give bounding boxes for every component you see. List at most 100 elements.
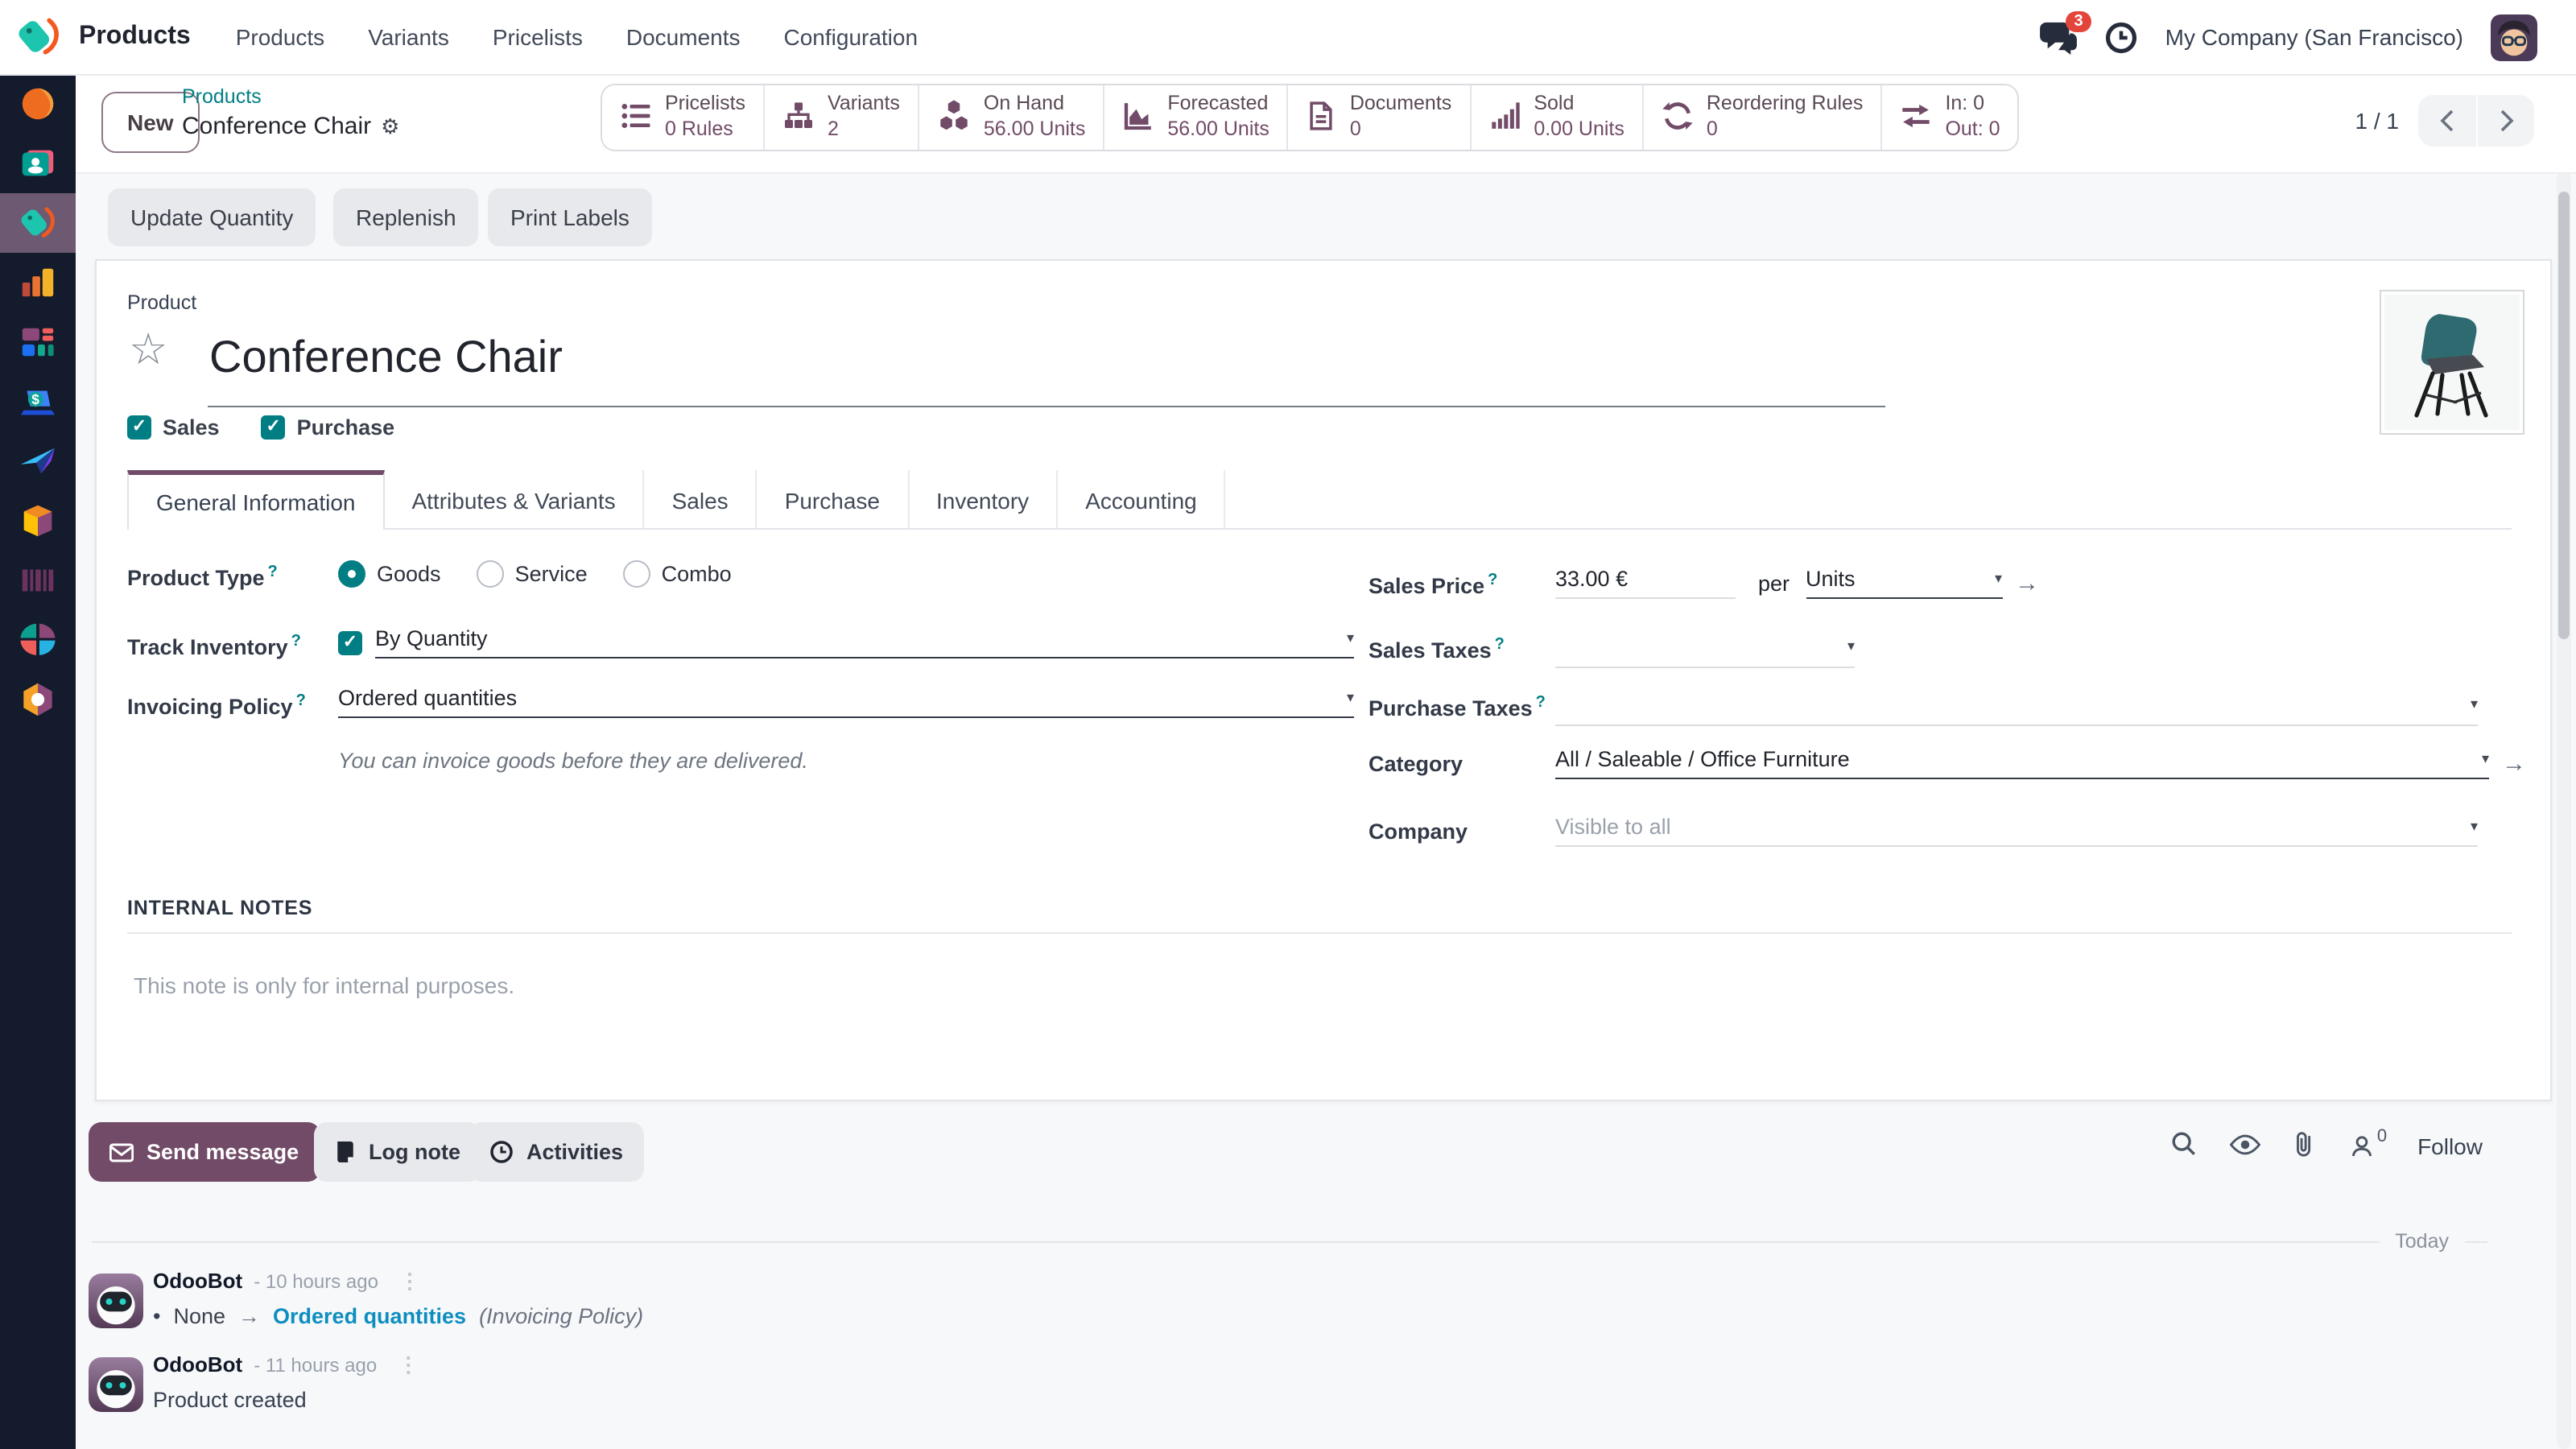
search-messages-icon[interactable] <box>2171 1130 2198 1162</box>
scrollbar[interactable] <box>2557 172 2571 1449</box>
nav-menu-variants[interactable]: Variants <box>368 24 449 50</box>
company-switcher[interactable]: My Company (San Francisco) <box>2165 24 2463 50</box>
nav-menu-documents[interactable]: Documents <box>625 24 741 50</box>
tab-attributes-variants[interactable]: Attributes & Variants <box>384 470 645 530</box>
sales-checkbox[interactable] <box>127 415 151 440</box>
radio-service-input[interactable] <box>476 560 504 588</box>
nav-menu: Products Variants Pricelists Documents C… <box>236 24 918 50</box>
per-label: per <box>1758 571 1790 595</box>
new-button[interactable]: New <box>101 92 200 153</box>
tab-sales[interactable]: Sales <box>645 470 758 530</box>
pager-previous-button[interactable] <box>2418 95 2476 147</box>
tab-general-information[interactable]: General Information <box>127 470 385 530</box>
follower-person-icon <box>2352 1136 2372 1157</box>
product-image[interactable] <box>2380 290 2524 435</box>
log-note-button[interactable]: Log note <box>314 1122 481 1182</box>
stat-reordering-rules[interactable]: Reordering Rules 0 <box>1644 85 1883 150</box>
radio-service[interactable]: Service <box>476 560 588 588</box>
sidebar-app-barcode[interactable] <box>0 551 76 610</box>
stat-on-hand[interactable]: On Hand 56.00 Units <box>919 85 1105 150</box>
invoicing-policy-label: Invoicing Policy? <box>127 692 306 719</box>
sidebar-app-products-active[interactable] <box>0 193 76 253</box>
help-question-icon[interactable]: ? <box>267 564 278 581</box>
sidebar-app-manufacturing[interactable] <box>0 670 76 729</box>
company-select[interactable]: Visible to all ▾ <box>1555 815 2478 847</box>
internal-notes-input[interactable]: This note is only for internal purposes. <box>134 972 515 998</box>
tab-inventory[interactable]: Inventory <box>909 470 1059 530</box>
radio-combo-input[interactable] <box>622 560 650 588</box>
print-labels-button[interactable]: Print Labels <box>488 188 652 246</box>
message-menu-dots-icon[interactable]: ⋮ <box>398 1352 419 1377</box>
track-inventory-checkbox[interactable] <box>338 630 362 654</box>
radio-goods-input[interactable] <box>338 560 365 588</box>
tab-accounting[interactable]: Accounting <box>1058 470 1226 530</box>
sales-price-input[interactable]: 33.00 € <box>1555 567 1736 599</box>
purchase-toggle[interactable]: Purchase <box>261 415 394 440</box>
gear-icon[interactable]: ⚙ <box>381 114 400 139</box>
nav-menu-configuration[interactable]: Configuration <box>783 24 919 50</box>
invoicing-policy-field: Ordered quantities ▾ <box>338 686 1354 718</box>
activities-button[interactable]: Activities <box>469 1122 645 1182</box>
radio-goods[interactable]: Goods <box>338 560 441 588</box>
paperclip-icon[interactable] <box>2293 1130 2318 1162</box>
followers-button[interactable]: 0 <box>2350 1127 2387 1159</box>
radio-combo[interactable]: Combo <box>622 560 732 588</box>
help-question-icon[interactable]: ? <box>1535 694 1546 712</box>
variants-sitemap-icon <box>782 99 815 136</box>
message-text: Product created <box>153 1388 307 1412</box>
message-author[interactable]: OdooBot <box>153 1269 243 1293</box>
send-message-button[interactable]: Send message <box>89 1122 320 1182</box>
sidebar-app-dashboards[interactable] <box>0 312 76 372</box>
help-question-icon[interactable]: ? <box>1494 636 1505 654</box>
sidebar-app-inventory[interactable] <box>0 491 76 551</box>
sidebar-app-sales[interactable]: $ <box>0 372 76 431</box>
uom-internal-link-arrow-icon[interactable]: → <box>2015 569 2040 597</box>
help-question-icon[interactable]: ? <box>1488 572 1498 589</box>
user-avatar[interactable] <box>2491 14 2537 60</box>
message-author[interactable]: OdooBot <box>153 1352 243 1377</box>
stat-pricelists[interactable]: Pricelists 0 Rules <box>602 85 766 150</box>
scrollbar-thumb[interactable] <box>2558 192 2570 639</box>
category-internal-link-arrow-icon[interactable]: → <box>2502 749 2526 777</box>
tab-purchase[interactable]: Purchase <box>758 470 909 530</box>
uom-select[interactable]: Units ▾ <box>1806 567 2003 599</box>
stat-sold[interactable]: Sold 0.00 Units <box>1471 85 1644 150</box>
sidebar-app-analytics[interactable] <box>0 610 76 670</box>
sidebar-app-reporting[interactable] <box>0 253 76 312</box>
eye-icon[interactable] <box>2230 1133 2262 1160</box>
sidebar-app-contacts[interactable] <box>0 134 76 193</box>
track-inventory-select[interactable]: By Quantity ▾ <box>375 626 1354 658</box>
breadcrumb-parent-link[interactable]: Products <box>182 85 262 108</box>
stat-documents[interactable]: Documents 0 <box>1289 85 1472 150</box>
nav-menu-pricelists[interactable]: Pricelists <box>492 24 583 50</box>
product-title-input[interactable]: Conference Chair <box>209 332 563 382</box>
sidebar-app-crm[interactable] <box>0 74 76 134</box>
message-menu-dots-icon[interactable]: ⋮ <box>398 1269 420 1293</box>
products-tag-logo-icon[interactable] <box>14 13 63 61</box>
stat-variants[interactable]: Variants 2 <box>765 85 919 150</box>
purchase-checkbox[interactable] <box>261 415 286 440</box>
help-question-icon[interactable]: ? <box>291 633 301 650</box>
stat-in-out[interactable]: In: 0 Out: 0 <box>1882 85 2017 150</box>
sales-toggle[interactable]: Sales <box>127 415 220 440</box>
nav-menu-products[interactable]: Products <box>235 24 325 50</box>
sales-taxes-select[interactable]: ▾ <box>1555 631 1855 668</box>
tracking-new-value[interactable]: Ordered quantities <box>273 1304 467 1328</box>
messages-icon[interactable]: 3 <box>2039 10 2091 54</box>
app-brand[interactable]: Products <box>79 23 191 50</box>
purchase-taxes-select[interactable]: ▾ <box>1555 689 2478 726</box>
sidebar-app-email-marketing[interactable] <box>0 431 76 491</box>
help-question-icon[interactable]: ? <box>295 692 306 710</box>
pager-next-button[interactable] <box>2476 95 2534 147</box>
favorite-star-icon[interactable]: ☆ <box>129 325 168 374</box>
category-select[interactable]: All / Saleable / Office Furniture ▾ <box>1555 747 2489 779</box>
today-divider: Today <box>92 1230 2487 1253</box>
chevron-down-icon: ▾ <box>1346 689 1354 705</box>
invoicing-policy-select[interactable]: Ordered quantities ▾ <box>338 686 1354 718</box>
replenish-button[interactable]: Replenish <box>333 188 479 246</box>
activity-clock-icon[interactable] <box>2104 20 2138 54</box>
control-panel: New Products Conference Chair ⚙ Pricelis… <box>76 74 2576 174</box>
follow-button[interactable]: Follow <box>2417 1133 2483 1159</box>
stat-forecasted[interactable]: Forecasted 56.00 Units <box>1104 85 1289 150</box>
update-quantity-button[interactable]: Update Quantity <box>108 188 316 246</box>
